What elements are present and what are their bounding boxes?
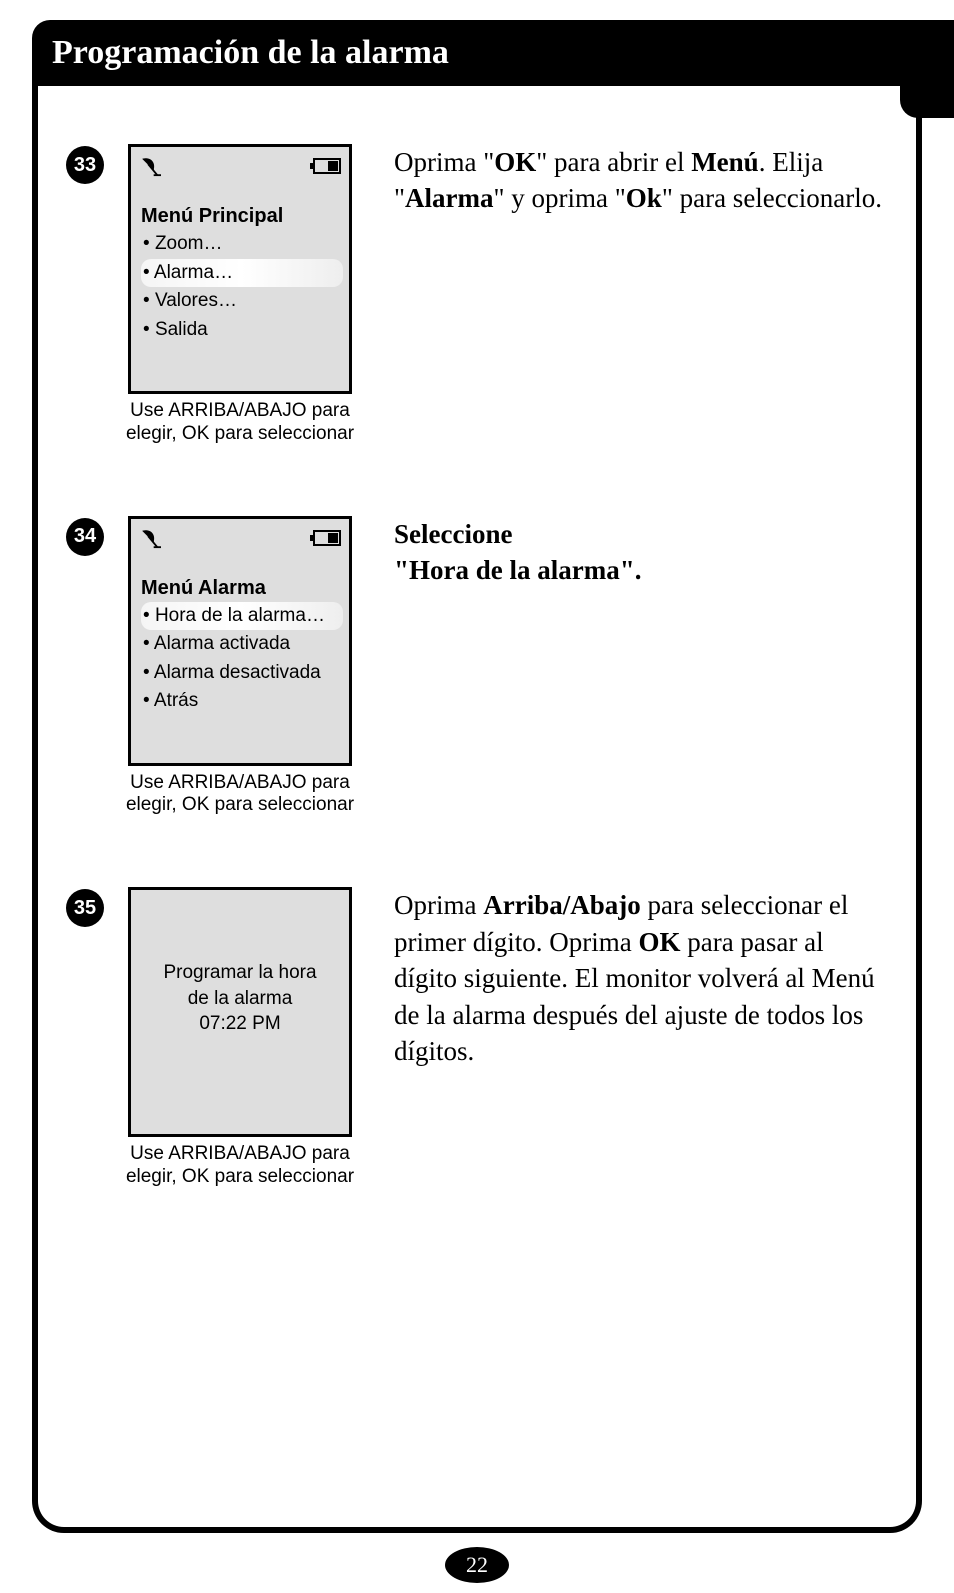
menu-item: Zoom… [141, 230, 343, 259]
line: Programar la hora [141, 960, 339, 986]
device-screen-34: Menú Alarma Hora de la alarma… Alarma ac… [128, 516, 352, 766]
step-34: 34 Menú Alarma Hora de [66, 516, 888, 818]
step-number: 33 [74, 154, 96, 177]
menu-item: Salida [141, 316, 343, 345]
battery-icon [313, 158, 341, 174]
menu-item: Alarma desactivada [141, 659, 343, 688]
step-number: 35 [74, 897, 96, 920]
step-33: 33 Menú Principal Zoom… [66, 144, 888, 446]
line: de la alarma [141, 986, 339, 1012]
menu-title: Menú Alarma [131, 553, 349, 602]
instruction-33: Oprima "OK" para abrir el Menú. Elija "A… [394, 144, 888, 217]
menu-item-highlighted: Hora de la alarma… [141, 602, 343, 631]
screen-caption: Use ARRIBA/ABAJO para elegir, OK para se… [110, 1143, 370, 1189]
menu-title: Menú Principal [131, 181, 349, 230]
screen-caption: Use ARRIBA/ABAJO para elegir, OK para se… [110, 400, 370, 446]
step-badge-33: 33 [66, 146, 104, 184]
page-title: Programación de la alarma [52, 34, 449, 71]
device-screen-35: Programar la hora de la alarma 07:22 PM [128, 887, 352, 1137]
step-number: 34 [74, 525, 96, 548]
menu-list: Hora de la alarma… Alarma activada Alarm… [131, 602, 349, 716]
battery-icon [313, 530, 341, 546]
device-screen-33: Menú Principal Zoom… Alarma… Valores… Sa… [128, 144, 352, 394]
step-badge-35: 35 [66, 889, 104, 927]
menu-item: Alarma activada [141, 630, 343, 659]
menu-item: Valores… [141, 287, 343, 316]
page-number: 22 [466, 1552, 488, 1578]
set-time-label: Programar la hora de la alarma 07:22 PM [131, 890, 349, 1037]
step-badge-34: 34 [66, 518, 104, 556]
page-number-badge: 22 [445, 1547, 509, 1583]
instruction-35: Oprima Arriba/Abajo para seleccionar el … [394, 887, 888, 1069]
step-35: 35 Programar la hora de la alarma 07:22 … [66, 887, 888, 1189]
antenna-icon [139, 155, 161, 177]
menu-list: Zoom… Alarma… Valores… Salida [131, 230, 349, 344]
menu-item-highlighted: Alarma… [141, 259, 343, 288]
screen-caption: Use ARRIBA/ABAJO para elegir, OK para se… [110, 772, 370, 818]
menu-item: Atrás [141, 687, 343, 716]
instruction-34: Seleccione"Hora de la alarma". [394, 516, 888, 589]
page-title-tab: Programación de la alarma [32, 20, 954, 86]
antenna-icon [139, 527, 161, 549]
content-frame: 33 Menú Principal Zoom… [32, 84, 922, 1533]
time-value: 07:22 PM [141, 1011, 339, 1037]
